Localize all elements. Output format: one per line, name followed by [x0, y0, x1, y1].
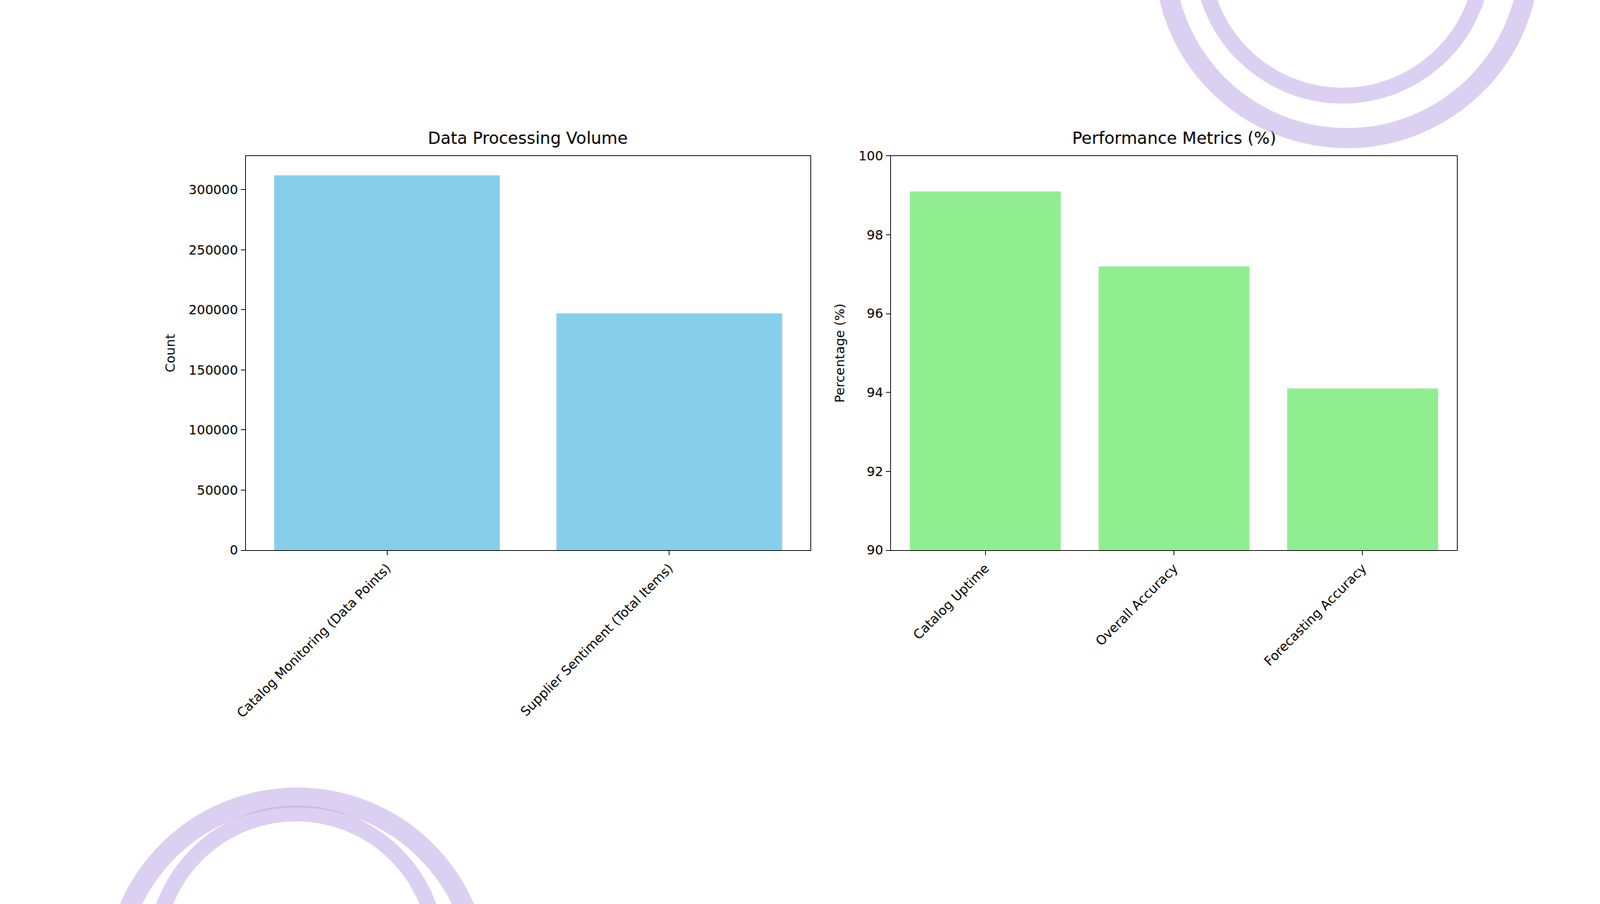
svg-text:Count: Count: [162, 333, 178, 372]
svg-text:50000: 50000: [197, 482, 239, 498]
svg-text:250000: 250000: [188, 242, 239, 258]
svg-text:98: 98: [866, 227, 884, 243]
svg-text:100: 100: [858, 148, 884, 164]
svg-text:Performance Metrics (%): Performance Metrics (%): [1072, 128, 1277, 148]
svg-text:92: 92: [866, 463, 884, 479]
svg-text:150000: 150000: [188, 362, 239, 378]
svg-text:Catalog Uptime: Catalog Uptime: [910, 560, 993, 643]
svg-text:Percentage (%): Percentage (%): [832, 303, 848, 403]
svg-text:300000: 300000: [188, 181, 239, 198]
svg-text:200000: 200000: [188, 302, 239, 318]
svg-text:100000: 100000: [188, 422, 239, 438]
svg-text:94: 94: [866, 384, 884, 400]
svg-text:Supplier Sentiment (Total Item: Supplier Sentiment (Total Items): [517, 560, 676, 719]
svg-text:90: 90: [866, 542, 884, 558]
svg-text:Catalog Monitoring (Data Point: Catalog Monitoring (Data Points): [233, 560, 394, 720]
svg-text:0: 0: [230, 542, 239, 558]
svg-text:96: 96: [866, 305, 884, 321]
svg-text:Data Processing Volume: Data Processing Volume: [427, 128, 628, 148]
svg-text:Overall Accuracy: Overall Accuracy: [1092, 560, 1181, 649]
svg-text:Forecasting Accuracy: Forecasting Accuracy: [1261, 560, 1370, 669]
